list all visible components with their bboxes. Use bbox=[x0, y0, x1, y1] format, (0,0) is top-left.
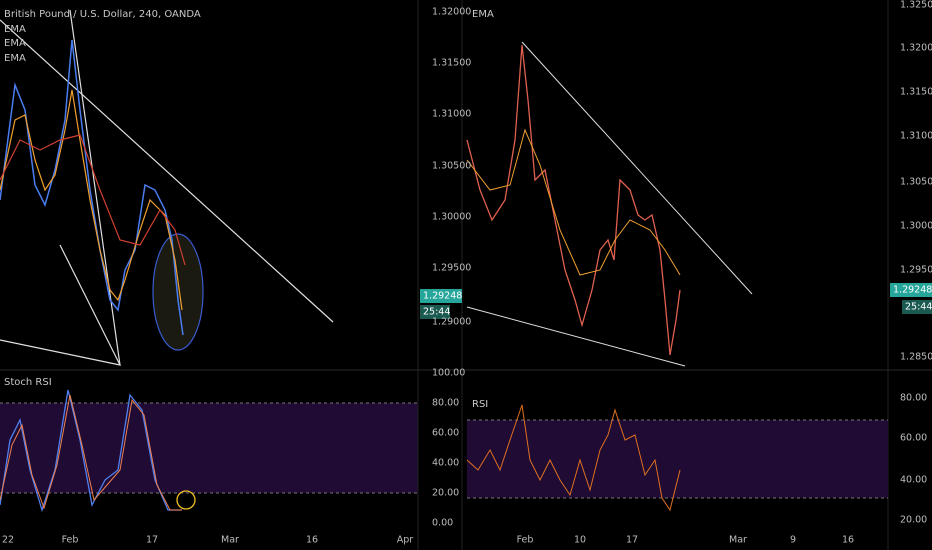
y-tick-label: 1.31500 bbox=[900, 87, 932, 98]
countdown-tag bbox=[902, 300, 932, 314]
y-tick-label: 1.29500 bbox=[432, 263, 471, 274]
x-tick-label: 16 bbox=[306, 535, 318, 546]
rsi-line bbox=[466, 404, 681, 512]
trendline bbox=[466, 306, 686, 367]
y-tick-label: 1.32500 bbox=[900, 0, 932, 11]
price-line bbox=[466, 44, 681, 356]
y-tick-label: 1.30500 bbox=[900, 177, 932, 188]
x-tick-label: 17 bbox=[626, 535, 638, 546]
price-tag bbox=[890, 283, 932, 297]
x-tick-label: 17 bbox=[146, 535, 158, 546]
y-tick-label: 1.29000 bbox=[432, 317, 471, 328]
ema-line bbox=[0, 89, 183, 311]
symbol-title: British Pound / U.S. Dollar, 240, OANDA bbox=[4, 9, 201, 20]
x-tick-label: 10 bbox=[574, 535, 586, 546]
ema-line bbox=[466, 128, 681, 276]
rsi-band bbox=[467, 420, 888, 498]
y-tick-label: 1.32000 bbox=[900, 43, 932, 54]
ema-line bbox=[0, 134, 186, 266]
y-tick-label: 20.00 bbox=[900, 515, 927, 526]
stoch-band bbox=[0, 403, 418, 493]
y-tick-label: 1.29500 bbox=[900, 265, 932, 276]
trendline bbox=[0, 19, 334, 323]
y-tick-label: 1.31000 bbox=[432, 109, 471, 120]
x-tick-label: Mar bbox=[221, 535, 239, 546]
x-tick-label: Apr bbox=[397, 535, 414, 546]
price-tag bbox=[420, 289, 462, 303]
trendline bbox=[521, 41, 753, 295]
highlight-ellipse bbox=[152, 233, 204, 351]
y-tick-label: 20.00 bbox=[432, 488, 459, 499]
stoch-d bbox=[0, 394, 182, 511]
y-tick-label: 1.31000 bbox=[900, 131, 932, 142]
x-tick-label: 16 bbox=[842, 535, 854, 546]
oscillator-label: RSI bbox=[472, 399, 488, 410]
indicator-label: EMA bbox=[4, 24, 26, 35]
countdown-tag bbox=[420, 305, 450, 319]
highlight-circle bbox=[176, 490, 196, 510]
y-tick-label: 80.00 bbox=[432, 398, 459, 409]
x-tick-label: Mar bbox=[729, 535, 747, 546]
y-tick-label: 0.00 bbox=[432, 518, 453, 529]
y-tick-label: 1.30000 bbox=[900, 221, 932, 232]
y-tick-label: 60.00 bbox=[432, 428, 459, 439]
x-tick-label: 9 bbox=[790, 535, 796, 546]
oscillator-label: Stoch RSI bbox=[4, 377, 52, 388]
countdown-label: 25:44 bbox=[423, 307, 450, 318]
y-tick-label: 40.00 bbox=[432, 458, 459, 469]
indicator-label: EMA bbox=[4, 53, 26, 64]
y-tick-label: 100.00 bbox=[432, 368, 465, 379]
x-tick-label: 22 bbox=[2, 535, 14, 546]
y-tick-label: 40.00 bbox=[900, 475, 927, 486]
price-tag-label: 1.29248 bbox=[893, 285, 932, 296]
trendline bbox=[0, 244, 122, 366]
x-tick-label: Feb bbox=[517, 535, 534, 546]
y-tick-label: 1.30000 bbox=[432, 212, 471, 223]
y-tick-label: 1.31500 bbox=[432, 58, 471, 69]
countdown-label: 25:44 bbox=[905, 302, 932, 313]
y-tick-label: 80.00 bbox=[900, 393, 927, 404]
y-tick-label: 1.32000 bbox=[432, 7, 471, 18]
stoch-k bbox=[0, 389, 182, 513]
price-tag-label: 1.29248 bbox=[423, 291, 462, 302]
y-tick-label: 1.28500 bbox=[900, 352, 932, 363]
indicator-label: EMA bbox=[472, 9, 494, 20]
y-tick-label: 60.00 bbox=[900, 433, 927, 444]
indicator-label: EMA bbox=[4, 38, 26, 49]
x-tick-label: Feb bbox=[62, 535, 79, 546]
y-tick-label: 1.30500 bbox=[432, 161, 471, 172]
trendline bbox=[69, 9, 121, 366]
